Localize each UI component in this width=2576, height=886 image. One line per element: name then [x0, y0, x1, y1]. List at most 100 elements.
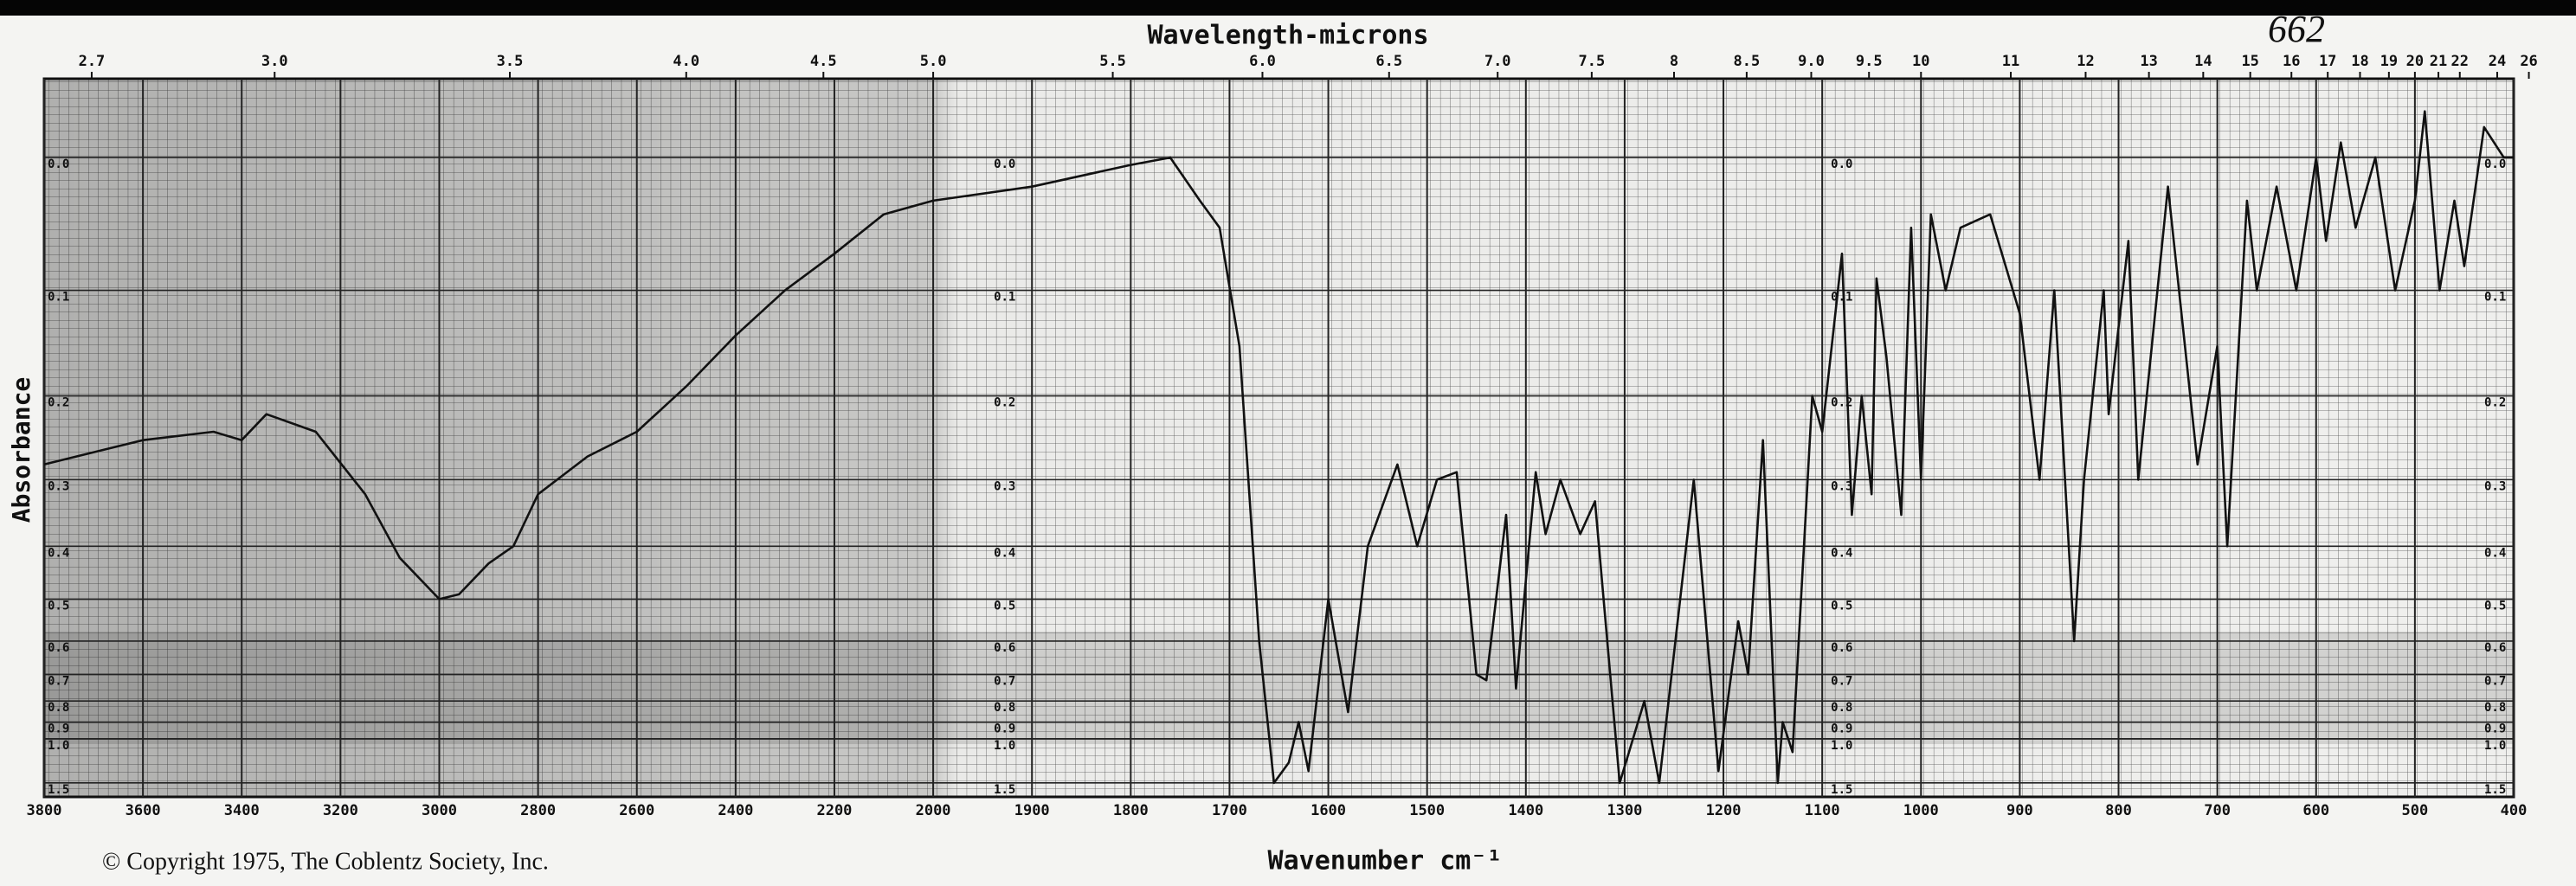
- x-tick-label: 1000: [1903, 802, 1939, 819]
- micron-tick-label: 19: [2380, 53, 2398, 70]
- y-tick-label: 1.5: [48, 783, 69, 797]
- y-tick-label: 0.4: [994, 546, 1015, 560]
- micron-tick-label: 3.5: [497, 53, 524, 70]
- dark-band: [44, 632, 2514, 744]
- y-tick-label: 0.4: [2484, 546, 2506, 560]
- y-tick-label: 0.3: [1831, 479, 1852, 493]
- x-tick-label: 1600: [1311, 802, 1346, 819]
- y-tick-label: 0.9: [1831, 722, 1852, 735]
- x-tick-label: 700: [2204, 802, 2231, 819]
- x-axis-label: Wavenumber cm⁻¹: [1268, 846, 1503, 876]
- micron-tick-label: 9.5: [1856, 53, 1883, 70]
- y-tick-label: 0.4: [1831, 546, 1852, 560]
- paper-shade: [44, 79, 2514, 797]
- micron-tick-label: 12: [2077, 53, 2094, 70]
- x-tick-label: 1100: [1805, 802, 1840, 819]
- micron-tick-label: 7.5: [1579, 53, 1606, 70]
- y-tick-label: 0.1: [994, 291, 1015, 305]
- y-tick-label: 0.0: [1831, 157, 1852, 171]
- x-tick-label: 3200: [323, 802, 358, 819]
- x-tick-label: 600: [2302, 802, 2329, 819]
- y-tick-label: 1.0: [2484, 739, 2506, 753]
- micron-tick-label: 4.5: [810, 53, 837, 70]
- y-tick-label: 0.0: [994, 157, 1015, 171]
- x-tick-label: 900: [2006, 802, 2033, 819]
- y-tick-label: 1.5: [1831, 783, 1852, 797]
- y-tick-label: 0.2: [48, 396, 69, 410]
- x-tick-label: 1300: [1607, 802, 1642, 819]
- micron-tick-label: 8.5: [1734, 53, 1761, 70]
- x-tick-label: 1700: [1212, 802, 1247, 819]
- micron-tick-label: 26: [2520, 53, 2537, 70]
- chart-title: Wavelength-microns: [1147, 21, 1428, 51]
- x-tick-label: 1500: [1409, 802, 1445, 819]
- micron-tick-label: 17: [2319, 53, 2336, 70]
- y-tick-label: 0.6: [1831, 641, 1852, 655]
- x-tick-label: 2400: [718, 802, 753, 819]
- x-tick-label: 1400: [1508, 802, 1543, 819]
- micron-tick-label: 3.0: [261, 53, 288, 70]
- micron-tick-label: 6.5: [1375, 53, 1402, 70]
- y-tick-label: 0.4: [48, 546, 69, 560]
- y-tick-label: 0.3: [2484, 479, 2506, 493]
- y-tick-label: 0.6: [2484, 641, 2506, 655]
- micron-tick-label: 8: [1670, 53, 1678, 70]
- y-tick-label: 0.2: [1831, 396, 1852, 410]
- y-tick-label: 0.3: [994, 479, 1015, 493]
- y-tick-label: 0.9: [2484, 722, 2506, 735]
- y-tick-label: 1.0: [1831, 739, 1852, 753]
- x-tick-label: 3600: [126, 802, 161, 819]
- y-axis-label: Absorbance: [7, 377, 35, 523]
- x-tick-label: 2800: [520, 802, 556, 819]
- y-tick-label: 0.9: [48, 722, 69, 735]
- micron-tick-label: 11: [2002, 53, 2019, 70]
- micron-tick-label: 5.0: [920, 53, 947, 70]
- micron-tick-label: 14: [2194, 53, 2212, 70]
- micron-tick-label: 9.0: [1798, 53, 1825, 70]
- micron-tick-label: 13: [2140, 53, 2157, 70]
- y-tick-label: 0.5: [2484, 599, 2506, 613]
- x-tick-label: 3400: [224, 802, 260, 819]
- micron-tick-label: 21: [2430, 53, 2447, 70]
- y-tick-label: 0.8: [2484, 701, 2506, 715]
- y-tick-label: 0.6: [48, 641, 69, 655]
- spectrum-line: [43, 110, 2514, 785]
- y-tick-label: 0.7: [2484, 675, 2506, 689]
- micron-tick-label: 15: [2241, 53, 2258, 70]
- micron-tick-label: 22: [2451, 53, 2469, 70]
- x-tick-label: 2600: [619, 802, 654, 819]
- micron-tick-label: 18: [2351, 53, 2368, 70]
- micron-tick-label: 7.0: [1484, 53, 1511, 70]
- y-tick-label: 1.0: [994, 739, 1015, 753]
- handwritten-note: 662: [2268, 8, 2325, 50]
- micron-tick-label: 2.7: [79, 53, 106, 70]
- x-tick-label: 3800: [27, 802, 62, 819]
- copyright: © Copyright 1975, The Coblentz Society, …: [102, 848, 549, 875]
- y-tick-label: 0.6: [994, 641, 1015, 655]
- y-tick-label: 0.8: [994, 701, 1015, 715]
- micron-tick-label: 20: [2406, 53, 2424, 70]
- y-tick-label: 0.9: [994, 722, 1015, 735]
- x-tick-label: 1200: [1706, 802, 1742, 819]
- y-tick-label: 0.2: [2484, 396, 2506, 410]
- x-tick-label: 400: [2501, 802, 2528, 819]
- y-tick-label: 0.8: [1831, 701, 1852, 715]
- y-tick-label: 0.3: [48, 479, 69, 493]
- y-tick-label: 0.7: [994, 675, 1015, 689]
- micron-tick-label: 5.5: [1099, 53, 1126, 70]
- micron-tick-label: 4.0: [673, 53, 699, 70]
- micron-tick-label: 10: [1912, 53, 1929, 70]
- y-tick-label: 0.1: [48, 291, 69, 305]
- y-tick-label: 0.1: [2484, 291, 2506, 305]
- y-tick-label: 0.5: [994, 599, 1015, 613]
- y-tick-label: 1.5: [2484, 783, 2506, 797]
- y-tick-label: 0.7: [48, 675, 69, 689]
- x-tick-label: 800: [2105, 802, 2132, 819]
- scan-border: [0, 0, 2576, 16]
- y-tick-label: 0.0: [48, 157, 69, 171]
- y-tick-label: 0.7: [1831, 675, 1852, 689]
- y-tick-label: 1.5: [994, 783, 1015, 797]
- y-tick-label: 0.1: [1831, 291, 1852, 305]
- x-tick-label: 3000: [422, 802, 457, 819]
